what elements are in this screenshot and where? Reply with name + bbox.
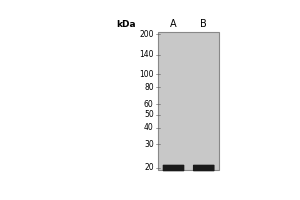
Bar: [158, 32, 219, 170]
Text: kDa: kDa: [116, 20, 136, 29]
FancyBboxPatch shape: [163, 165, 184, 171]
Text: A: A: [170, 19, 177, 29]
Text: 20: 20: [144, 163, 154, 172]
Text: B: B: [200, 19, 207, 29]
FancyBboxPatch shape: [193, 165, 214, 171]
Text: 80: 80: [144, 83, 154, 92]
Text: 100: 100: [139, 70, 154, 79]
Text: 140: 140: [139, 50, 154, 59]
Text: 30: 30: [144, 140, 154, 149]
Text: 50: 50: [144, 110, 154, 119]
Text: 200: 200: [139, 30, 154, 39]
Text: 60: 60: [144, 100, 154, 109]
Text: 40: 40: [144, 123, 154, 132]
